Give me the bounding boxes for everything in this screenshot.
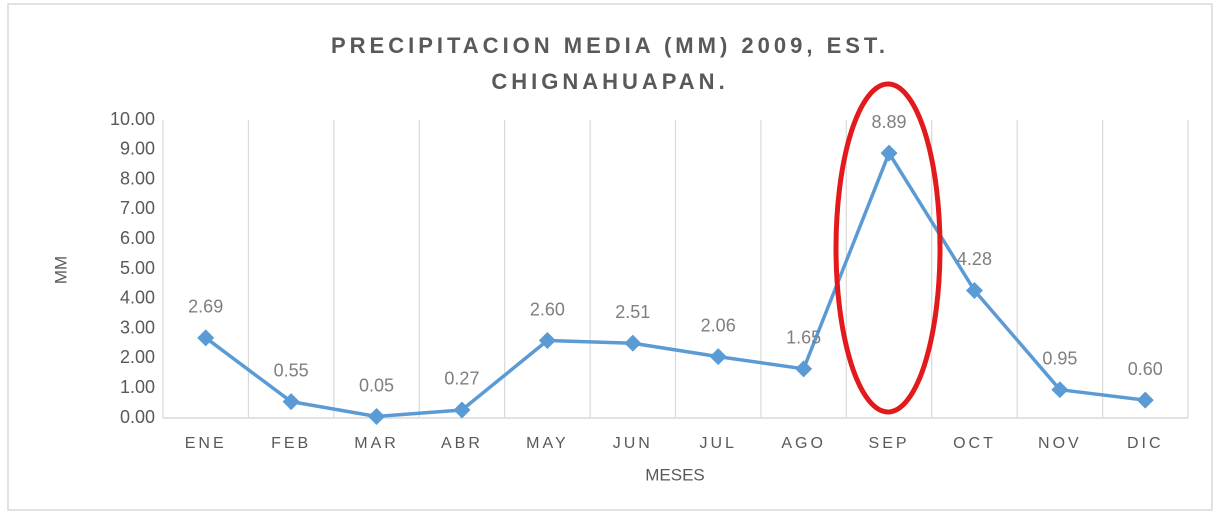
marker	[880, 144, 898, 162]
data-label: 2.06	[701, 315, 736, 335]
chart-title: PRECIPITACION MEDIA (MM) 2009, EST.	[331, 33, 889, 58]
x-tick-label: MAY	[526, 435, 568, 452]
y-tick-label: 7.00	[120, 198, 155, 218]
marker	[368, 408, 386, 425]
y-tick-label: 0.00	[120, 407, 155, 427]
x-tick-label: MAR	[354, 435, 399, 452]
x-tick-label: JUN	[613, 435, 653, 452]
chart-title: CHIGNAHUAPAN.	[491, 69, 728, 94]
y-tick-label: 5.00	[120, 258, 155, 278]
data-label: 2.69	[188, 297, 223, 317]
marker	[795, 360, 813, 378]
y-tick-label: 9.00	[120, 139, 155, 159]
y-axis-label: MM	[51, 256, 70, 284]
data-label: 0.60	[1128, 359, 1163, 379]
data-label: 0.05	[359, 375, 394, 395]
x-tick-label: FEB	[271, 435, 311, 452]
marker	[709, 348, 727, 366]
marker	[624, 334, 642, 352]
highlight-ellipse	[833, 81, 943, 415]
x-tick-label: JUL	[699, 435, 736, 452]
marker	[197, 329, 215, 347]
x-tick-label: SEP	[869, 435, 910, 452]
x-tick-label: ENE	[185, 435, 227, 452]
x-tick-label: OCT	[953, 435, 996, 452]
x-tick-label: DIC	[1127, 435, 1164, 452]
marker	[965, 281, 983, 299]
y-tick-label: 10.00	[110, 109, 155, 129]
marker	[282, 393, 300, 411]
x-axis-label: MESES	[645, 465, 705, 484]
y-tick-label: 1.00	[120, 377, 155, 397]
y-tick-label: 4.00	[120, 288, 155, 308]
data-label: 0.95	[1042, 348, 1077, 368]
chart-border	[7, 3, 1213, 511]
data-label: 8.89	[872, 112, 907, 132]
data-label: 2.60	[530, 299, 565, 319]
data-label: 1.65	[786, 328, 821, 348]
data-label: 2.51	[615, 302, 650, 322]
x-tick-label: AGO	[781, 435, 826, 452]
marker	[453, 401, 471, 419]
marker	[538, 332, 556, 350]
data-label: 0.27	[444, 369, 479, 389]
data-label: 4.28	[957, 249, 992, 269]
x-tick-label: NOV	[1038, 435, 1082, 452]
y-tick-label: 8.00	[120, 168, 155, 188]
data-label: 0.55	[274, 360, 309, 380]
y-tick-label: 2.00	[120, 347, 155, 367]
line	[204, 151, 1146, 419]
x-tick-label: ABR	[441, 435, 483, 452]
y-tick-label: 3.00	[120, 317, 155, 337]
y-tick-label: 6.00	[120, 228, 155, 248]
